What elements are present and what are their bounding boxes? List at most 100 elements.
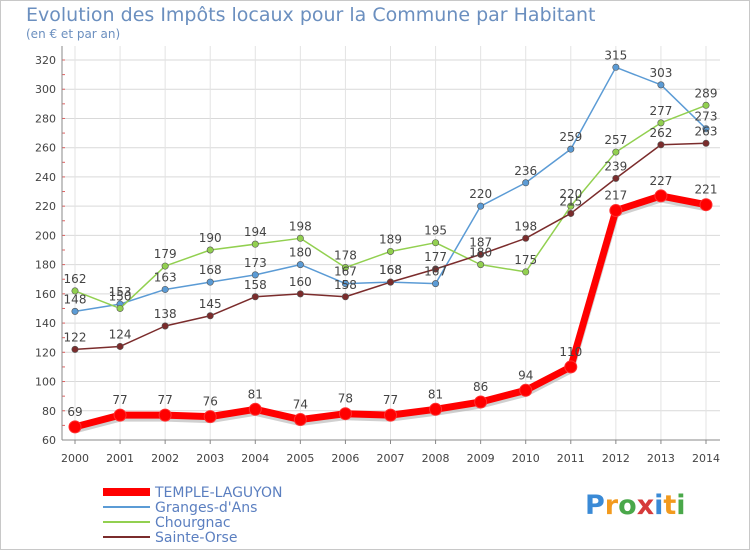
- data-point: [68, 420, 82, 434]
- data-point: [567, 209, 575, 217]
- data-label: 124: [109, 327, 132, 341]
- data-point: [432, 239, 440, 247]
- data-point: [116, 342, 124, 350]
- axes: 60 80 100 120 140 160 180 200 220 240 260 280 300 320…: [35, 46, 720, 465]
- data-label: 168: [379, 263, 402, 277]
- data-point: [609, 204, 623, 218]
- data-point: [206, 246, 214, 254]
- x-tick-label: 2004: [241, 452, 269, 465]
- data-point: [657, 81, 665, 89]
- x-tick-label: 2003: [196, 452, 224, 465]
- data-point: [702, 101, 710, 109]
- data-label: 158: [244, 278, 267, 292]
- data-point: [429, 402, 443, 416]
- y-tick-label: 60: [42, 434, 56, 447]
- y-tick-label: 260: [35, 142, 56, 155]
- legend: TEMPLE-LAGUYONGranges-d'AnsChourgnacSain…: [103, 485, 282, 546]
- data-label: 289: [695, 86, 718, 100]
- data-label: 220: [469, 187, 492, 201]
- data-label: 145: [199, 297, 222, 311]
- x-tick-label: 2013: [647, 452, 675, 465]
- x-tick-label: 2012: [602, 452, 630, 465]
- data-label: 236: [514, 164, 537, 178]
- x-tick-label: 2008: [422, 452, 450, 465]
- data-label: 179: [154, 247, 177, 261]
- data-point: [161, 285, 169, 293]
- data-point: [432, 265, 440, 273]
- x-tick-label: 2006: [331, 452, 359, 465]
- data-point: [564, 360, 578, 374]
- data-point: [116, 304, 124, 312]
- data-point: [612, 63, 620, 71]
- data-point: [248, 402, 262, 416]
- data-label: 195: [424, 224, 447, 238]
- data-point: [522, 179, 530, 187]
- data-label: 162: [64, 272, 87, 286]
- y-tick-label: 220: [35, 200, 56, 213]
- data-label: 257: [604, 133, 627, 147]
- data-point: [341, 293, 349, 301]
- data-point: [251, 271, 259, 279]
- data-label: 189: [379, 232, 402, 246]
- data-point: [296, 234, 304, 242]
- data-label: 263: [695, 124, 718, 138]
- data-point: [161, 322, 169, 330]
- x-tick-label: 2005: [286, 452, 314, 465]
- data-label: 167: [424, 265, 447, 279]
- data-point: [612, 174, 620, 182]
- x-tick-label: 2011: [557, 452, 585, 465]
- data-point: [386, 278, 394, 286]
- data-point: [161, 262, 169, 270]
- data-label: 168: [199, 263, 222, 277]
- data-label: 81: [428, 387, 443, 401]
- data-label: 315: [604, 48, 627, 62]
- x-tick-label: 2010: [512, 452, 540, 465]
- data-label: 178: [334, 249, 357, 263]
- data-point: [338, 407, 352, 421]
- data-label: 150: [109, 289, 132, 303]
- y-tick-label: 100: [35, 376, 56, 389]
- legend-label: Chourgnac: [155, 515, 231, 531]
- data-point: [296, 290, 304, 298]
- data-point: [519, 383, 533, 397]
- data-label: 148: [64, 292, 87, 306]
- data-label: 180: [289, 246, 312, 260]
- data-label: 160: [289, 275, 312, 289]
- data-label: 74: [293, 398, 308, 412]
- data-point: [113, 408, 127, 422]
- data-point: [477, 250, 485, 258]
- data-label: 187: [469, 235, 492, 249]
- data-label: 194: [244, 225, 267, 239]
- data-label: 277: [649, 104, 672, 118]
- data-label: 110: [559, 345, 582, 359]
- x-tick-label: 2002: [151, 452, 179, 465]
- data-point: [657, 141, 665, 149]
- x-tick-label: 2014: [692, 452, 720, 465]
- data-point: [522, 234, 530, 242]
- data-point: [71, 345, 79, 353]
- data-label: 198: [289, 219, 312, 233]
- data-label: 190: [199, 231, 222, 245]
- data-label: 217: [604, 189, 627, 203]
- y-tick-label: 280: [35, 112, 56, 125]
- data-label: 221: [695, 183, 718, 197]
- data-label: 220: [559, 187, 582, 201]
- data-point: [699, 198, 713, 212]
- x-tick-label: 2007: [377, 452, 405, 465]
- x-tick-label: 2009: [467, 452, 495, 465]
- data-point: [251, 240, 259, 248]
- data-point: [702, 125, 710, 133]
- data-point: [567, 145, 575, 153]
- data-point: [384, 408, 397, 422]
- legend-label: Granges-d'Ans: [155, 500, 257, 516]
- y-tick-label: 180: [35, 259, 56, 272]
- data-label: 94: [518, 368, 533, 382]
- data-point: [158, 408, 172, 422]
- y-tick-label: 160: [35, 288, 56, 301]
- data-label: 198: [514, 219, 537, 233]
- legend-label: Sainte-Orse: [155, 530, 237, 546]
- data-label: 122: [64, 330, 87, 344]
- data-label: 177: [424, 250, 447, 264]
- y-tick-label: 80: [42, 405, 56, 418]
